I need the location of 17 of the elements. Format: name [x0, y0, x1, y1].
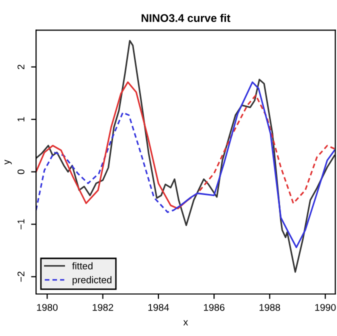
y-tick-label: −2: [18, 272, 24, 282]
y-tick-label: 2: [18, 64, 24, 70]
y-axis-title: y: [4, 160, 12, 165]
legend-label: fitted: [72, 262, 92, 270]
x-tick-label: 1980: [37, 304, 58, 311]
x-axis-title: x: [183, 320, 188, 326]
line-series: [36, 40, 336, 273]
x-tick-label: 1982: [92, 304, 114, 311]
x-tick-label: 1986: [204, 304, 224, 311]
y-tick-label: 0: [18, 169, 24, 174]
x-tick-label: 1988: [260, 304, 280, 311]
y-tick-label: 1: [18, 117, 24, 122]
chart-title: NINO3.4 curve fit: [142, 14, 230, 22]
x-tick-label: 1990: [315, 304, 336, 311]
y-tick-label: −1: [18, 219, 24, 230]
x-tick-label: 1984: [148, 304, 169, 311]
legend-label: predicted: [72, 276, 112, 286]
